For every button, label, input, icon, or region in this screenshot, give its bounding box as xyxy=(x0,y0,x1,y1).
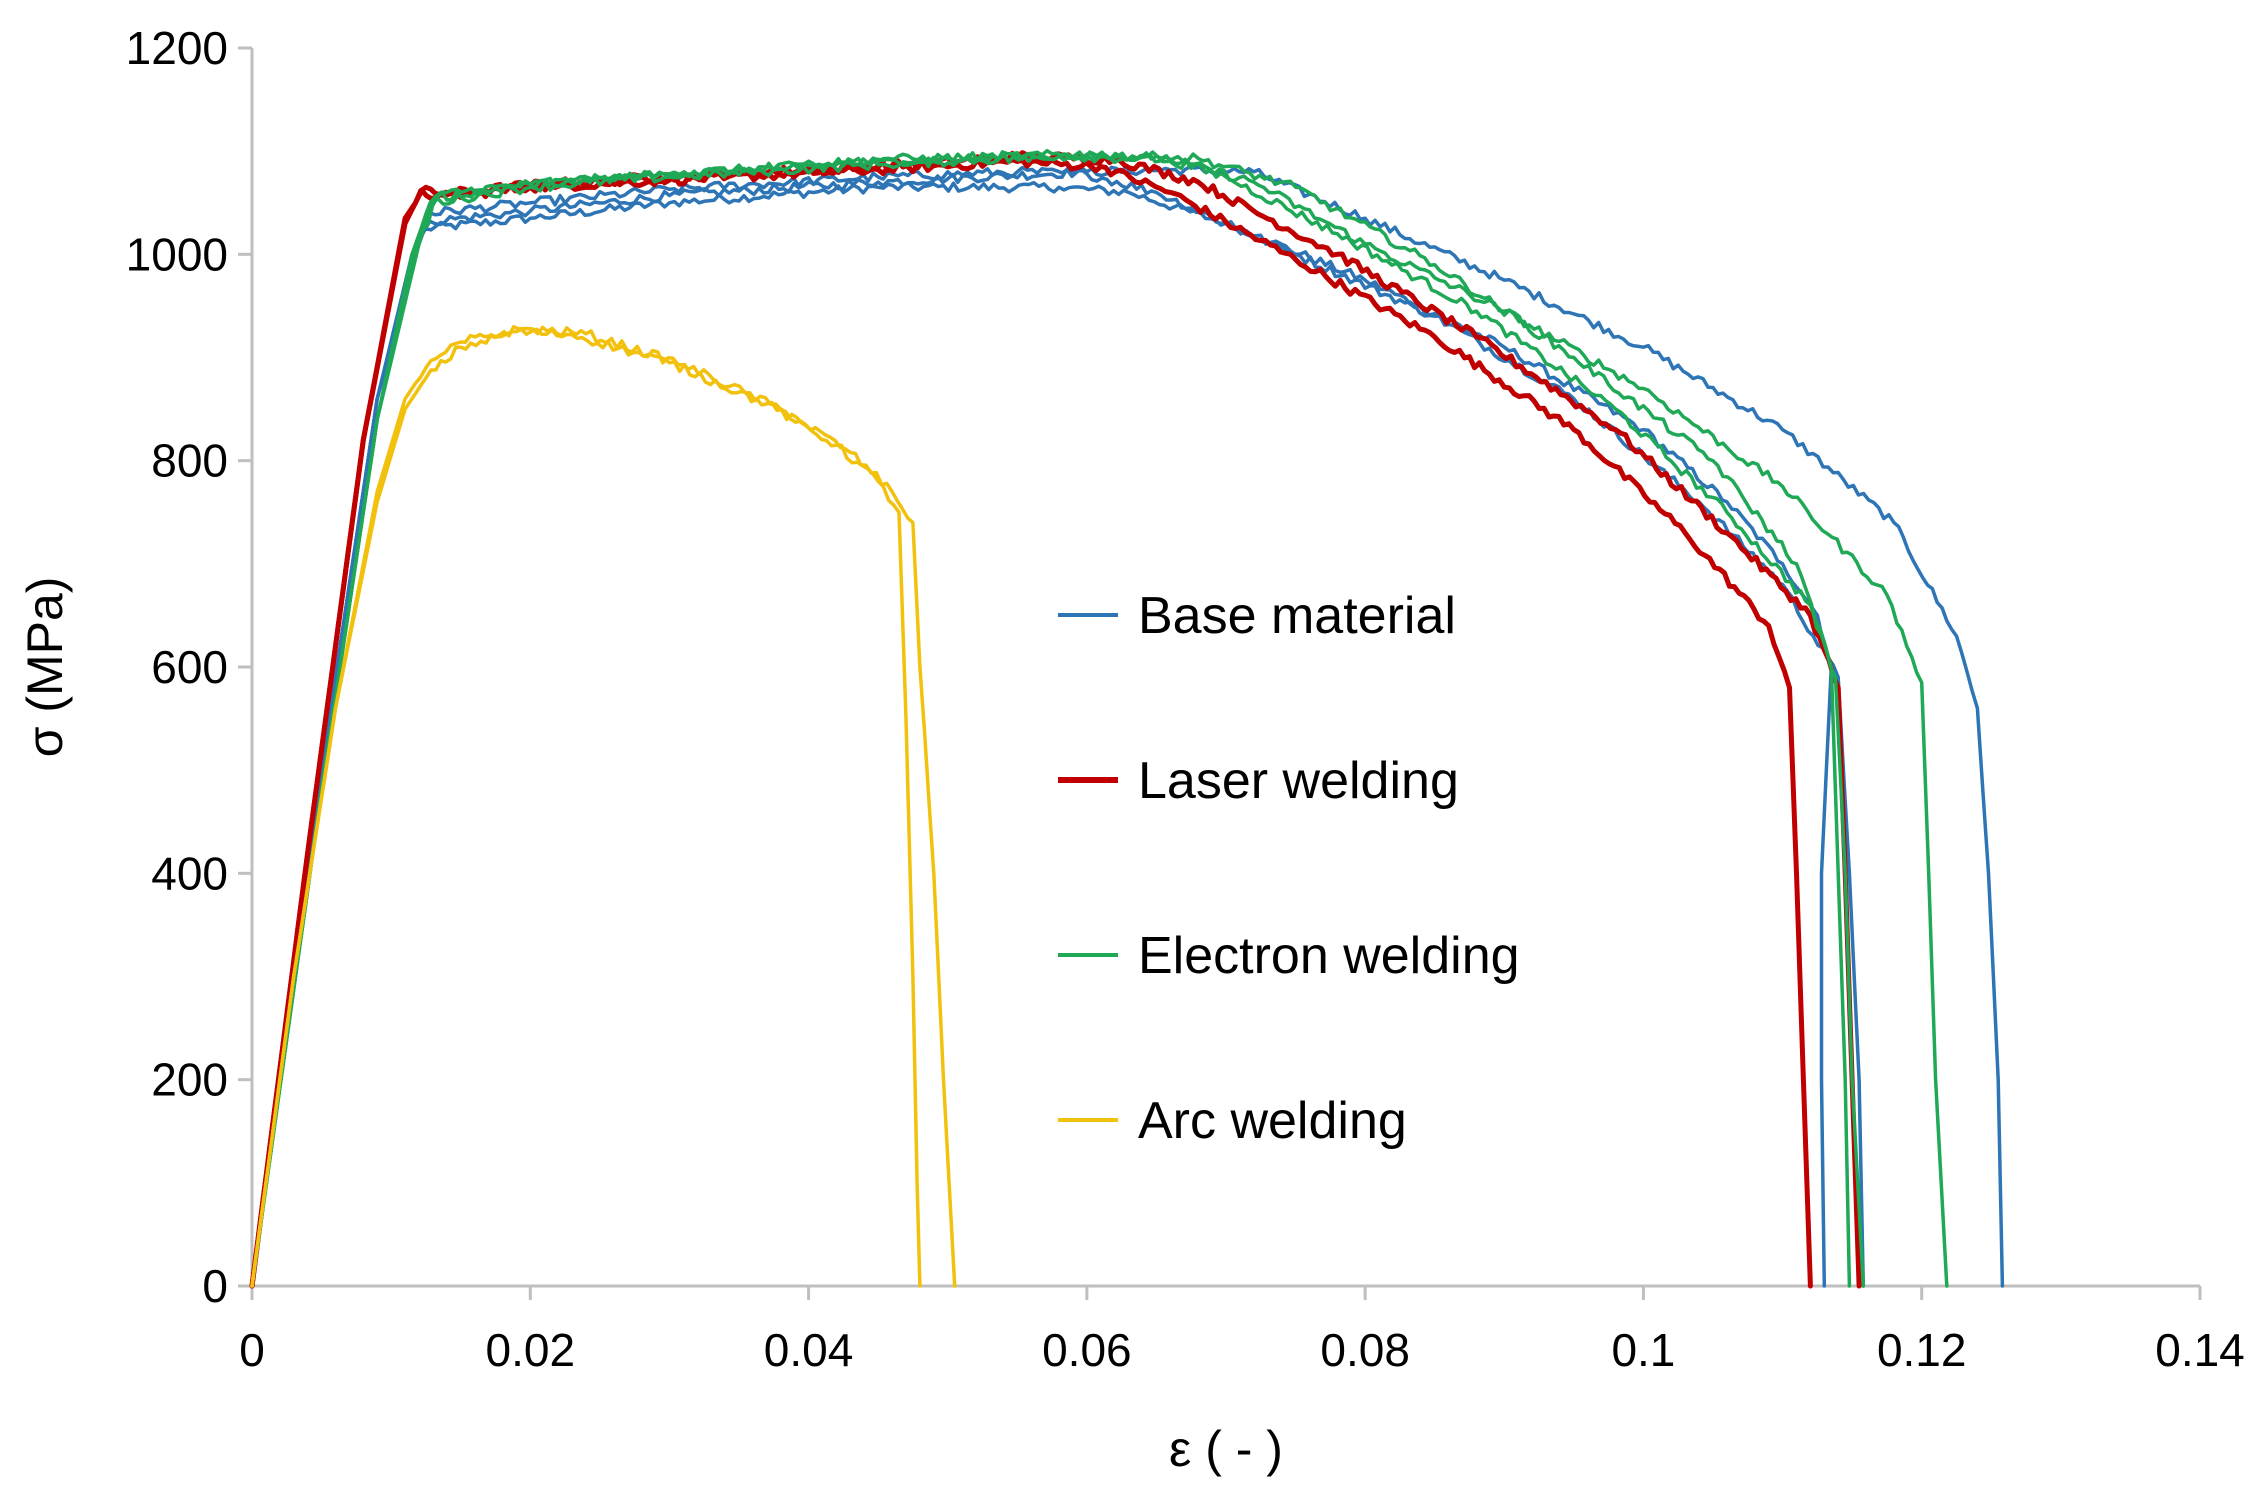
legend-item: Laser welding xyxy=(1058,752,1459,810)
y-tick-label: 1000 xyxy=(126,228,228,280)
x-ticks: 0 0.02 0.04 0.06 0.08 0.1 0.12 0.14 xyxy=(239,1286,2245,1376)
x-axis-title: ε ( - ) xyxy=(1169,1421,1283,1477)
y-tick-label: 600 xyxy=(151,641,228,693)
series-base-material xyxy=(250,164,2005,1288)
x-tick-label: 0 xyxy=(239,1324,265,1376)
series-line xyxy=(250,324,957,1288)
series-electron-welding xyxy=(250,148,1949,1288)
series-line xyxy=(250,152,1949,1288)
legend: Base material Laser welding Electron weldi… xyxy=(1058,587,1520,1150)
y-tick-label: 200 xyxy=(151,1054,228,1106)
x-tick-label: 0.14 xyxy=(2155,1324,2245,1376)
x-tick-label: 0.12 xyxy=(1877,1324,1967,1376)
legend-label: Laser welding xyxy=(1138,752,1459,810)
series-line xyxy=(249,157,1813,1289)
x-tick-label: 0.04 xyxy=(764,1324,854,1376)
series-line xyxy=(250,150,1866,1288)
series-arc-welding xyxy=(250,324,957,1288)
x-tick-label: 0.08 xyxy=(1320,1324,1410,1376)
series-line xyxy=(250,180,1834,1288)
x-tick-label: 0.02 xyxy=(486,1324,576,1376)
series-line xyxy=(250,327,922,1288)
y-tick-label: 1200 xyxy=(126,22,228,74)
y-axis-title: σ (MPa) xyxy=(17,577,73,758)
legend-item: Arc welding xyxy=(1058,1092,1407,1150)
series-line xyxy=(249,150,1862,1289)
x-tick-label: 0.06 xyxy=(1042,1324,1132,1376)
legend-label: Electron welding xyxy=(1138,927,1520,985)
y-tick-label: 0 xyxy=(202,1260,228,1312)
legend-label: Base material xyxy=(1138,587,1456,645)
y-ticks: 0 200 400 600 800 1000 1200 xyxy=(126,22,252,1312)
legend-label: Arc welding xyxy=(1138,1092,1407,1150)
series-group xyxy=(249,148,2005,1289)
legend-item: Electron welding xyxy=(1058,927,1520,985)
y-tick-label: 800 xyxy=(151,435,228,487)
series-line xyxy=(250,148,1852,1288)
x-tick-label: 0.1 xyxy=(1611,1324,1675,1376)
series-line xyxy=(250,164,2005,1288)
y-tick-label: 400 xyxy=(151,847,228,899)
series-laser-welding xyxy=(249,150,1862,1289)
legend-item: Base material xyxy=(1058,587,1456,645)
